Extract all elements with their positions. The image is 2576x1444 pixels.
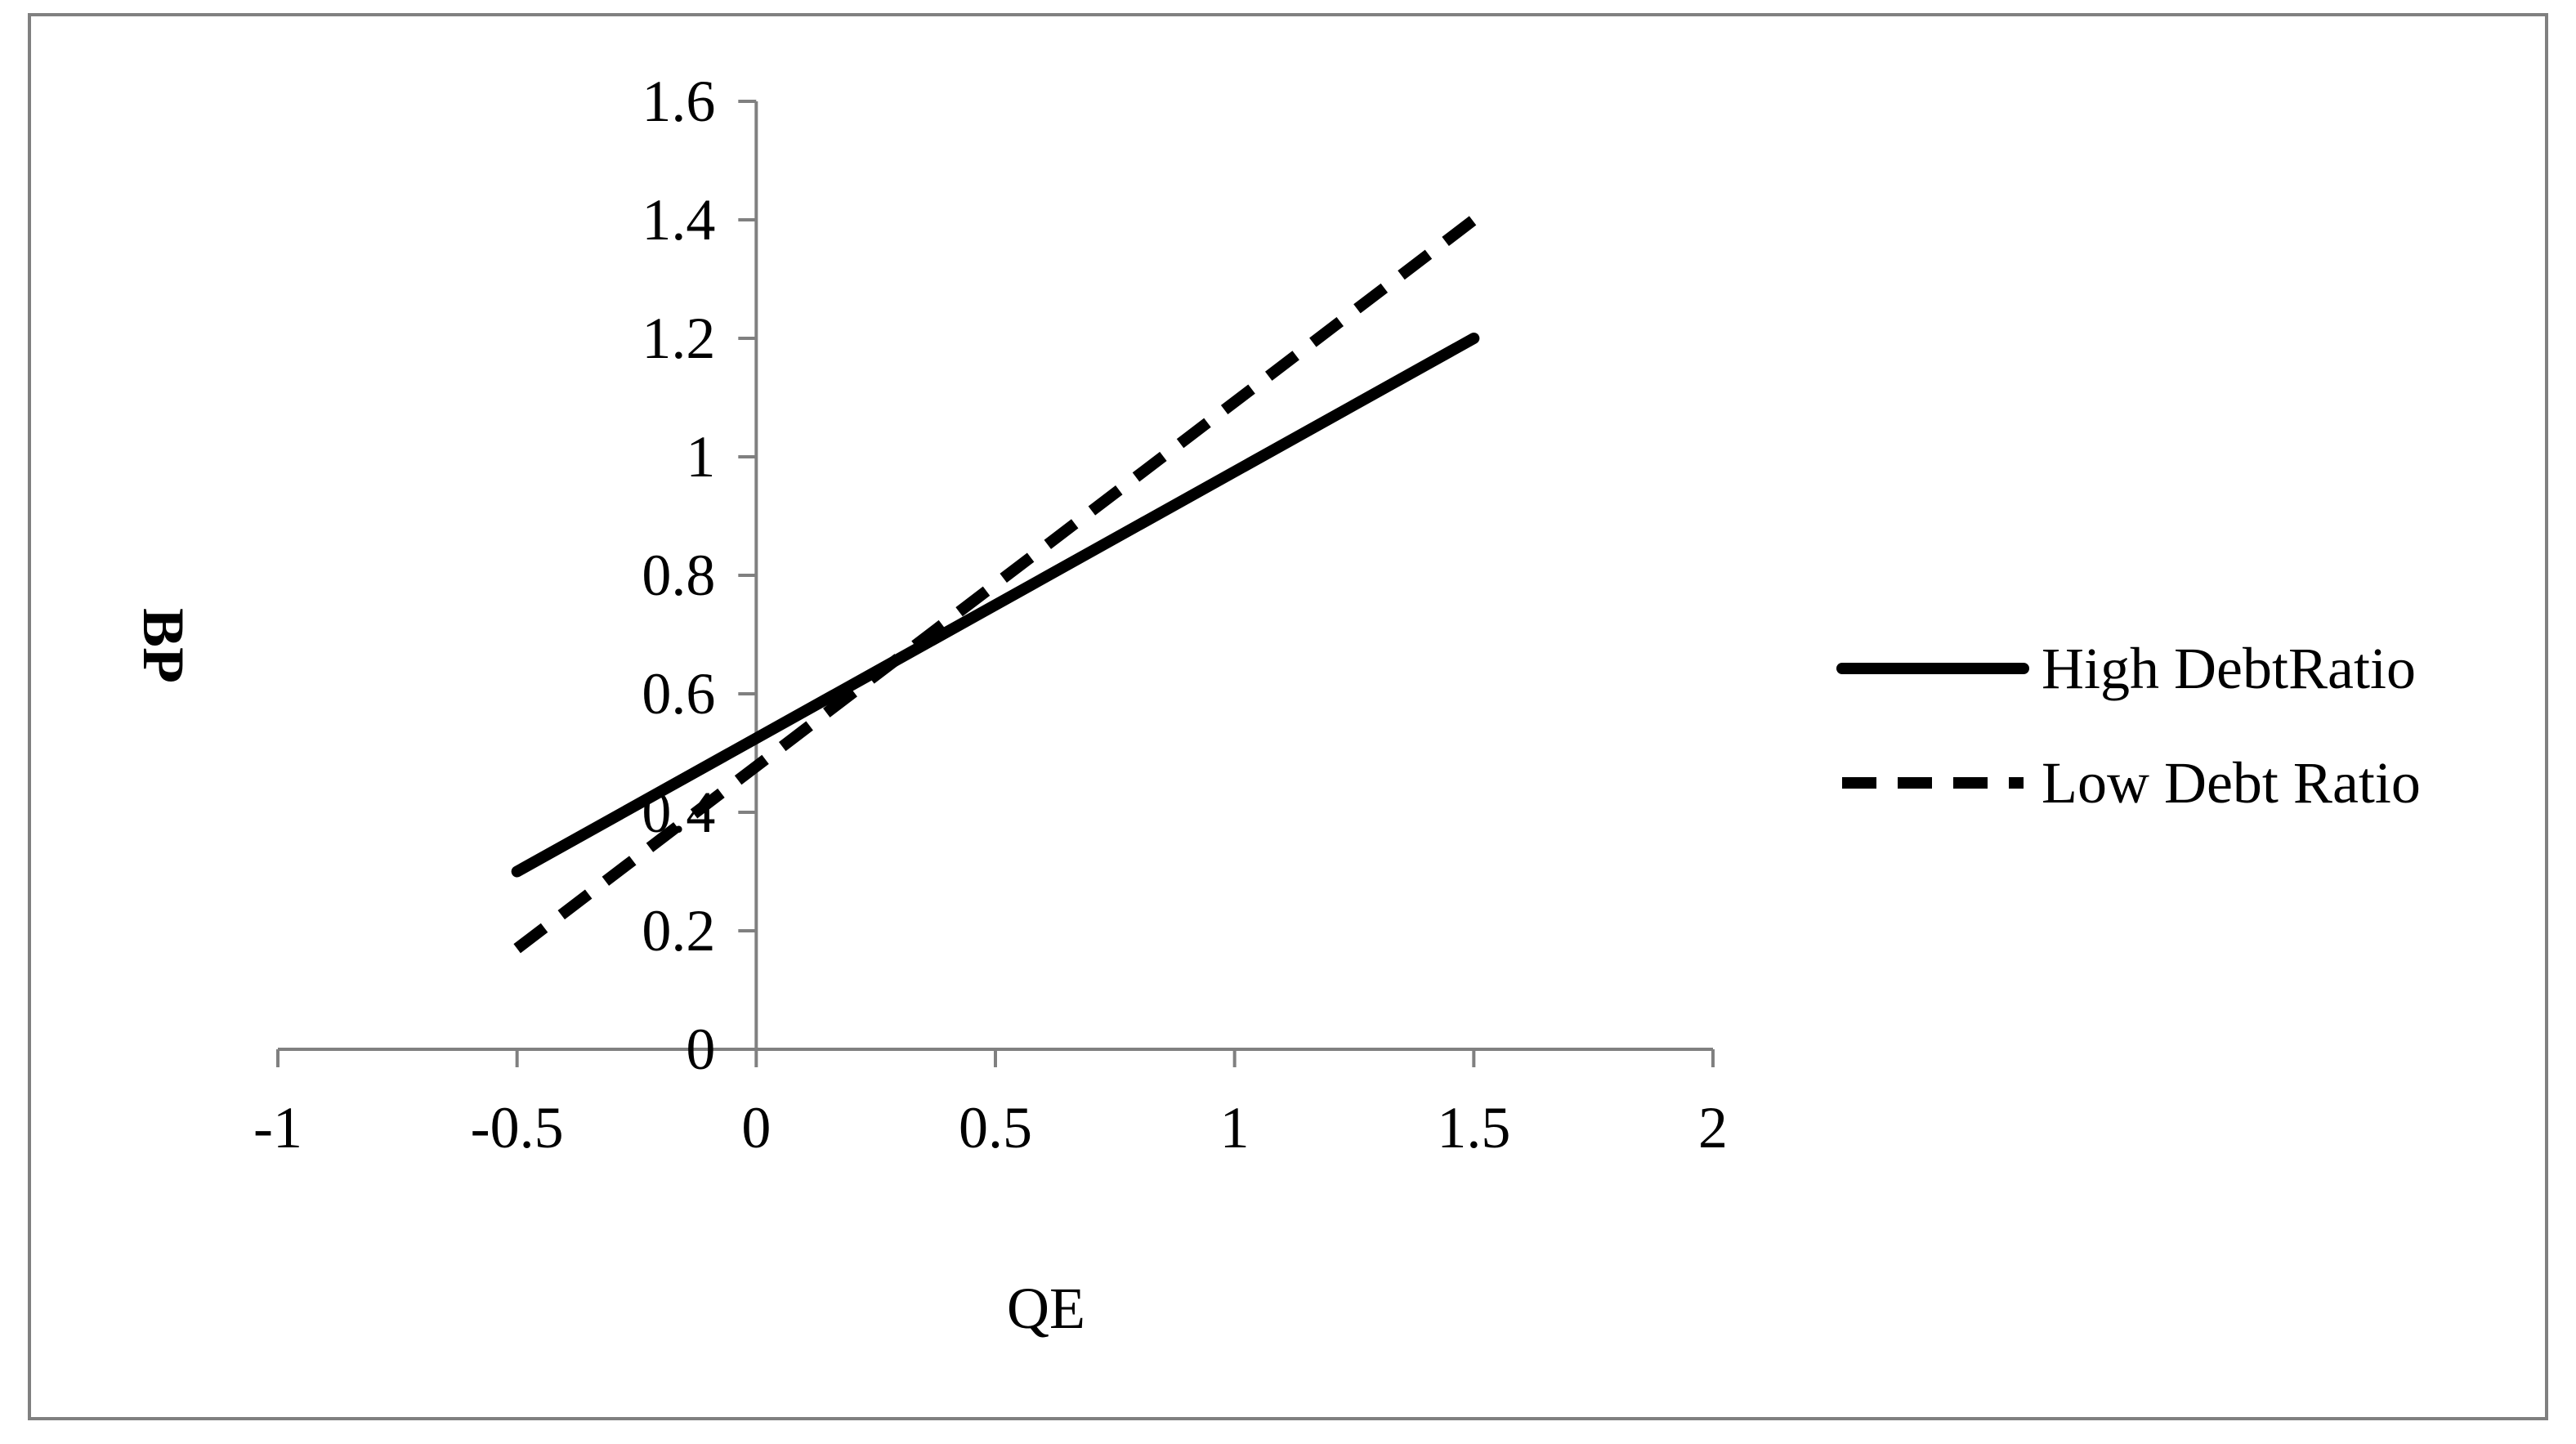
legend-label: High DebtRatio [2042, 636, 2416, 701]
y-tick-label: 0 [686, 1017, 715, 1082]
x-tick-label: 2 [1698, 1095, 1728, 1160]
y-tick-label: 1.2 [642, 306, 715, 371]
x-ticks: -1 -0.5 0 0.5 1 1.5 2 [253, 1049, 1728, 1160]
x-axis-title: QE [1007, 1276, 1085, 1341]
y-tick-label: 0.8 [642, 543, 715, 608]
y-tick-label: 1 [686, 424, 715, 490]
series-line-low-debt-ratio [513, 215, 1478, 954]
y-axis-title: BP [131, 608, 196, 683]
series-line-high-debt-ratio [511, 333, 1480, 878]
y-tick-label: 1.6 [642, 69, 715, 134]
legend-label: Low Debt Ratio [2042, 750, 2421, 816]
y-ticks: 00.20.40.60.811.21.41.6 [642, 69, 757, 1082]
x-tick-label: 1.5 [1437, 1095, 1510, 1160]
x-tick-label: -1 [253, 1095, 302, 1160]
y-tick-label: 0.6 [642, 661, 715, 726]
x-tick-label: 1 [1220, 1095, 1250, 1160]
x-tick-label: -0.5 [471, 1095, 564, 1160]
y-tick-label: 0.2 [642, 898, 715, 963]
legend: High DebtRatio Low Debt Ratio [1836, 636, 2421, 816]
series-layer [511, 215, 1480, 954]
x-tick-label: 0.5 [959, 1095, 1032, 1160]
axes: -1 -0.5 0 0.5 1 1.5 2 00.20.40.60.811.21.41.6 [253, 69, 1728, 1160]
chart-border [28, 13, 2548, 1420]
x-tick-label: 0 [741, 1095, 771, 1160]
y-tick-label: 1.4 [642, 187, 715, 253]
